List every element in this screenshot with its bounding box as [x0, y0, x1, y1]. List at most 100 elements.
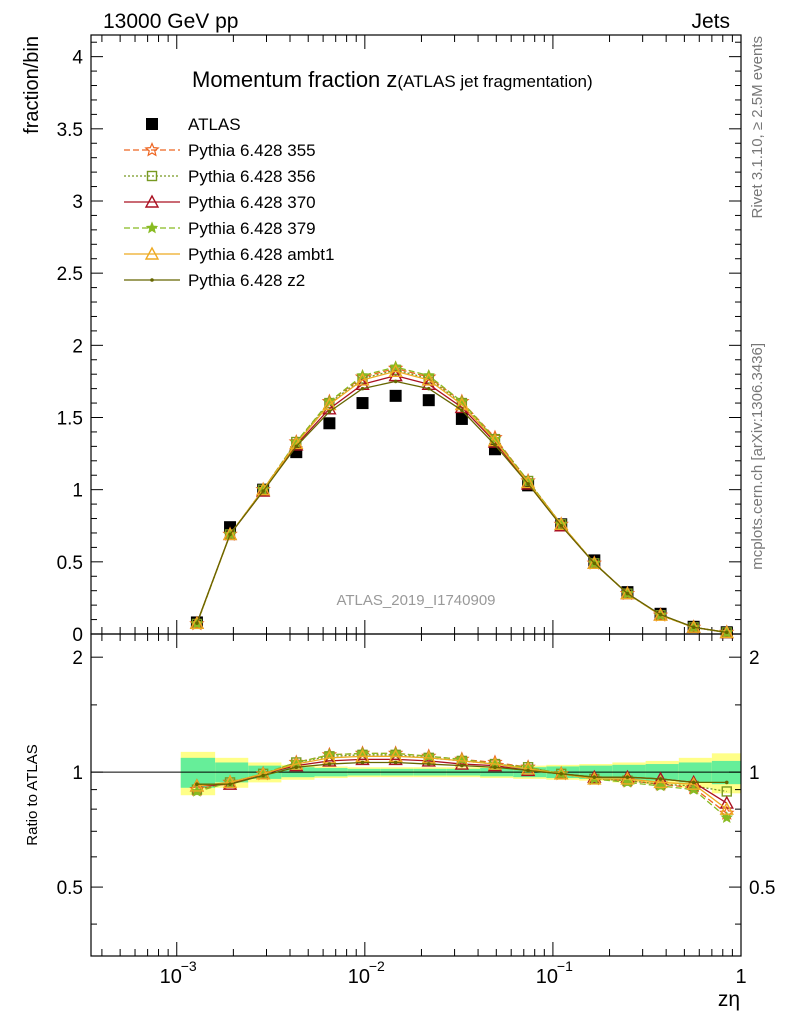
ratio-axes: 0.5 0.51 12 210−3 10−2 10−1 1: [57, 35, 775, 988]
x-tick-label: 10: [160, 966, 182, 988]
legend-label: Pythia 6.428 379: [188, 219, 316, 238]
data-point-marker: [625, 591, 630, 596]
data-point-marker: [222, 526, 238, 541]
chart-title-main: Momentum fraction z: [192, 67, 397, 92]
data-point-marker: [719, 801, 734, 815]
data-point-marker: [422, 394, 435, 407]
ratio-y-tick-label: 2: [72, 648, 83, 669]
data-point-marker: [426, 386, 431, 391]
data-point-marker: [189, 778, 205, 792]
data-point-marker: [323, 417, 336, 430]
data-point-marker: [592, 775, 597, 779]
data-point-marker: [327, 762, 332, 766]
main-y-tick-label: 4: [72, 48, 83, 69]
data-point-marker: [493, 765, 497, 770]
data-point-marker: [255, 766, 271, 780]
mcplots-label: mcplots.cern.ch [arXiv:1306.3436]: [749, 343, 766, 570]
x-tick-exponent: −1: [557, 958, 573, 974]
data-point-marker: [294, 444, 299, 449]
main-y-tick-label: 1.5: [57, 408, 83, 429]
data-point-marker: [520, 474, 536, 489]
ratio-y-axis-label: Ratio to ATLAS: [24, 744, 41, 845]
data-point-marker: [691, 780, 696, 785]
energy-label: 13000 GeV pp: [103, 10, 238, 33]
chart-title-suffix: (ATLAS jet fragmentation): [397, 72, 592, 91]
main-y-axis-label: fraction/bin: [21, 36, 43, 134]
ratio-series: [190, 746, 733, 823]
legend-entry: Pythia 6.428 370: [124, 193, 316, 212]
data-point-marker: [388, 751, 403, 766]
data-point-marker: [355, 372, 370, 386]
data-point-marker: [658, 612, 663, 617]
legend-label: Pythia 6.428 356: [188, 167, 316, 186]
main-series-group: [189, 360, 735, 639]
data-point-marker: [455, 412, 468, 425]
legend-label: Pythia 6.428 370: [188, 193, 316, 212]
rivet-version-label: Rivet 3.1.10, ≥ 2.5M events: [749, 36, 766, 219]
data-point-marker: [620, 771, 635, 785]
main-axes: 0 0.5 1 1.5 2 2.5 3 3.5 4: [57, 34, 742, 646]
legend-label: ATLAS: [188, 115, 241, 134]
data-point-marker: [222, 774, 238, 789]
data-point-marker: [526, 768, 530, 773]
ratio-y-tick-label-right: 1: [749, 763, 760, 784]
ratio-frame: [90, 633, 742, 957]
data-point-marker: [144, 141, 160, 157]
data-point-marker: [686, 776, 701, 790]
x-tick-label: 1: [735, 966, 746, 988]
data-point-marker: [493, 443, 497, 447]
ratio-y-tick-label-right: 0.5: [749, 878, 775, 899]
data-point-marker: [388, 363, 403, 378]
data-point-marker: [145, 221, 159, 234]
chart-title: Momentum fraction z(ATLAS jet fragmentat…: [192, 67, 593, 92]
data-point-marker: [195, 782, 199, 786]
data-point-marker: [150, 278, 154, 282]
legend: ATLAS Pythia 6.428 355 Pythia 6.428 356 Pyt…: [124, 115, 334, 290]
data-point-marker: [355, 751, 370, 766]
data-point-marker: [625, 775, 630, 779]
data-point-marker: [393, 379, 398, 384]
data-point-marker: [322, 397, 337, 411]
data-point-marker: [261, 489, 265, 493]
x-tick-label: 10: [536, 966, 558, 988]
data-point-marker: [421, 372, 436, 386]
ratio-series-group: [189, 745, 735, 823]
data-point-marker: [526, 482, 530, 486]
data-point-marker: [520, 761, 536, 775]
main-y-tick-label: 0: [72, 625, 83, 646]
main-y-tick-label: 3: [72, 192, 83, 213]
data-point-marker: [356, 397, 369, 410]
ratio-series-line: [196, 755, 728, 810]
data-point-marker: [724, 780, 729, 785]
legend-label: Pythia 6.428 355: [188, 141, 316, 160]
data-point-marker: [426, 762, 431, 766]
ratio-series: [195, 760, 729, 786]
data-point-marker: [620, 586, 635, 600]
data-point-marker: [587, 555, 602, 569]
legend-entry: Pythia 6.428 356: [124, 167, 316, 186]
legend-entry: Pythia 6.428 355: [124, 141, 316, 160]
data-point-marker: [691, 625, 696, 630]
data-point-marker: [228, 782, 232, 786]
data-point-marker: [144, 194, 160, 208]
data-point-marker: [559, 523, 564, 528]
legend-label: Pythia 6.428 ambt1: [188, 245, 334, 264]
data-point-marker: [460, 408, 464, 413]
data-point-marker: [146, 170, 158, 182]
main-y-tick-label: 0.5: [57, 553, 83, 574]
data-point-marker: [658, 777, 663, 781]
legend-entry: Pythia 6.428 ambt1: [124, 245, 334, 264]
main-y-tick-label: 3.5: [57, 120, 83, 141]
ratio-y-tick-label: 0.5: [57, 878, 83, 899]
data-point-marker: [146, 118, 158, 130]
legend-label: Pythia 6.428 z2: [188, 271, 305, 290]
data-point-marker: [228, 532, 232, 537]
main-y-tick-label: 2: [72, 336, 83, 357]
legend-entry: ATLAS: [146, 115, 241, 134]
analysis-watermark: ATLAS_2019_I1740909: [336, 592, 495, 609]
data-point-marker: [189, 615, 205, 630]
data-point-marker: [389, 389, 402, 402]
data-point-marker: [261, 773, 265, 778]
data-point-marker: [653, 607, 668, 621]
